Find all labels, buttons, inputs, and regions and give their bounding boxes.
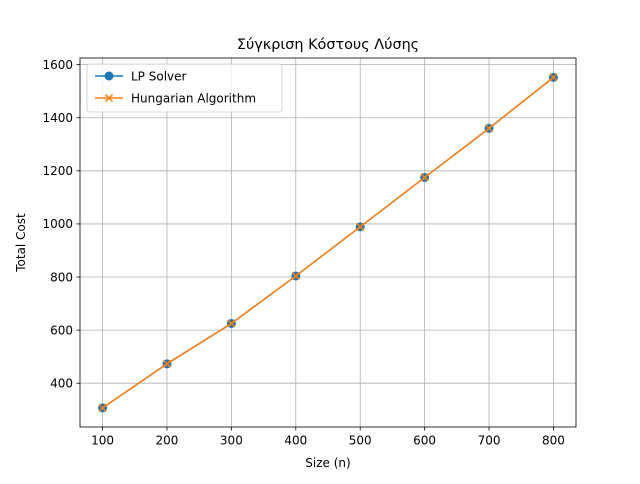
data-point-x — [485, 124, 494, 133]
legend-label: Hungarian Algorithm — [131, 91, 256, 105]
legend-label: LP Solver — [131, 69, 187, 83]
x-tick-label: 700 — [478, 434, 501, 448]
y-tick-label: 1200 — [42, 164, 73, 178]
data-point-x — [227, 319, 236, 328]
x-tick-label: 100 — [91, 434, 114, 448]
data-point-x — [420, 173, 429, 182]
y-tick-label: 600 — [50, 323, 73, 337]
legend-marker — [104, 93, 114, 103]
y-tick-label: 1000 — [42, 217, 73, 231]
series-line — [102, 76, 554, 409]
axis-ticks: 100 200 300 400 500 600 700 800 400 600 800 1000 120… — [42, 58, 564, 448]
y-tick-label: 400 — [50, 376, 73, 390]
x-axis-label: Size (n) — [305, 456, 350, 470]
data-point-x — [356, 222, 365, 231]
x-tick-label: 600 — [413, 434, 436, 448]
x-tick-label: 200 — [156, 434, 179, 448]
y-tick-label: 1400 — [42, 111, 73, 125]
data-point-x — [98, 403, 107, 412]
y-tick-label: 1600 — [42, 58, 73, 72]
x-tick-label: 500 — [349, 434, 372, 448]
legend-marker — [104, 71, 114, 81]
x-tick-label: 300 — [220, 434, 243, 448]
series-layer — [98, 72, 558, 413]
y-tick-label: 800 — [50, 270, 73, 284]
series-2 — [98, 73, 558, 412]
x-tick-label: 800 — [542, 434, 565, 448]
data-point-x — [162, 359, 171, 368]
grid — [80, 58, 576, 427]
legend: LP Solver Hungarian Algorithm — [86, 63, 283, 113]
plot-frame — [79, 57, 577, 428]
y-axis-label: Total Cost — [14, 213, 28, 273]
legend-item: LP Solver — [95, 69, 187, 83]
x-tick-label: 400 — [284, 434, 307, 448]
legend-box — [86, 63, 283, 113]
data-point-x — [291, 271, 300, 280]
legend-item: Hungarian Algorithm — [95, 91, 256, 105]
chart-title: Σύγκριση Κόστους Λύσης — [237, 37, 419, 53]
data-point-x — [549, 73, 558, 82]
